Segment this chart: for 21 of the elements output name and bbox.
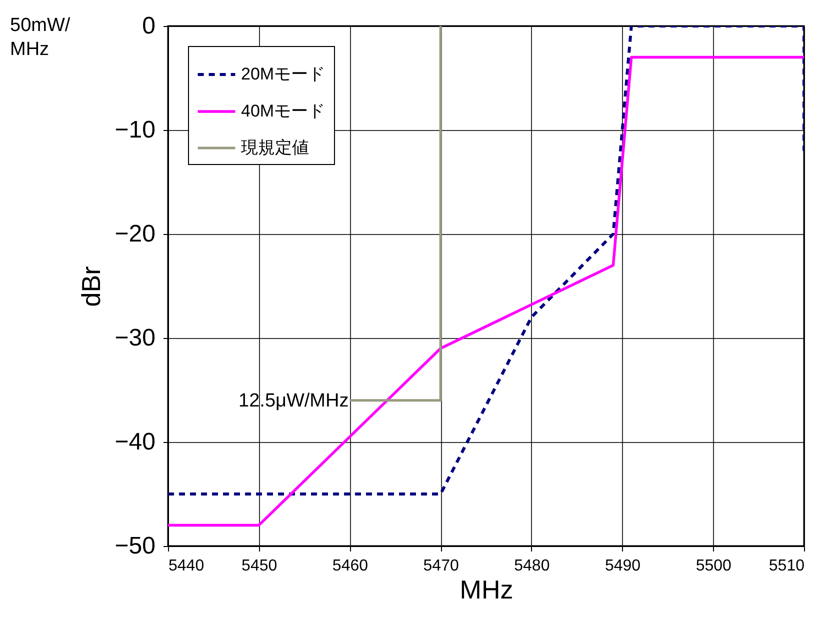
x-tick-label: 5510 xyxy=(768,558,805,574)
y-tick-label: −40 xyxy=(114,428,156,456)
x-tick-label: 5450 xyxy=(242,558,278,574)
x-tick-label: 5460 xyxy=(332,558,368,574)
legend-label: 40Mモード xyxy=(241,102,326,120)
x-tick-label: 5490 xyxy=(604,558,641,574)
legend-label: 20Mモード xyxy=(241,64,326,84)
x-axis-title: MHz xyxy=(460,574,514,604)
y-tick-label: −10 xyxy=(114,116,156,144)
x-tick-label: 5480 xyxy=(514,558,550,574)
y-tick-label: −30 xyxy=(114,324,156,352)
x-tick-label: 5440 xyxy=(168,558,204,574)
y-tick-label: −50 xyxy=(114,532,156,560)
x-tick-label: 5500 xyxy=(696,558,732,574)
y-axis-title: dBr xyxy=(76,266,106,307)
y-tick-label: 0 xyxy=(142,12,156,40)
x-tick-label: 5470 xyxy=(423,558,459,574)
legend-label: 現規定値 xyxy=(241,138,309,157)
text: MHz xyxy=(10,39,50,60)
y-tick-label: −20 xyxy=(114,220,156,248)
text: 50mW/ xyxy=(10,15,71,36)
